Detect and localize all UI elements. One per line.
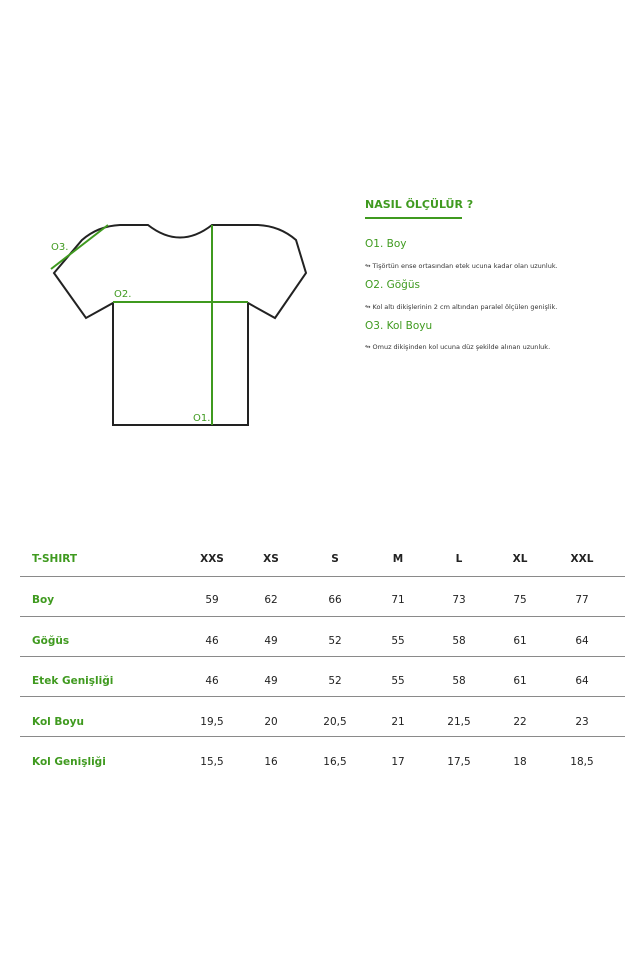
table-cell: 21,5 — [447, 715, 471, 728]
table-cell: 55 — [391, 634, 405, 647]
table-cell: 22 — [513, 715, 527, 728]
step-title-kol-boyu: O3. Kol Boyu — [365, 320, 433, 332]
size-header: XXL — [570, 553, 594, 565]
table-header-label: T-SHIRT — [32, 553, 78, 565]
table-cell: 58 — [452, 675, 466, 687]
table-cell: 66 — [328, 594, 342, 606]
table-cell: 17 — [391, 756, 405, 768]
table-cell: 21 — [391, 715, 405, 728]
label-o2: O2. — [114, 289, 131, 300]
table-divider — [20, 656, 625, 657]
table-cell: 16,5 — [323, 756, 347, 768]
table-cell: 73 — [452, 594, 466, 606]
table-cell: 17,5 — [447, 756, 471, 768]
table-cell: 46 — [205, 634, 219, 647]
table-cell: 55 — [391, 675, 405, 687]
table-divider — [20, 576, 625, 577]
table-cell: 62 — [264, 594, 278, 606]
table-cell: 15,5 — [200, 756, 224, 768]
row-label: Kol Boyu — [32, 715, 84, 728]
table-cell: 18,5 — [570, 756, 594, 768]
step-desc-kol-boyu: ↬ Omuz dikişinden kol ucuna düz şekilde … — [365, 343, 551, 351]
table-cell: 75 — [513, 594, 527, 606]
table-cell: 49 — [264, 634, 278, 647]
size-header: M — [392, 553, 404, 565]
measure-line-o3 — [50, 224, 109, 270]
tshirt-diagram: O1. O2. O3. — [50, 224, 308, 426]
step-desc-gogus: ↬ Kol altı dikişlerinin 2 cm altından pa… — [365, 303, 558, 311]
howto-title: NASIL ÖLÇÜLÜR ? — [365, 198, 474, 211]
table-cell: 61 — [513, 675, 527, 687]
table-cell: 71 — [391, 594, 405, 606]
table-cell: 77 — [575, 594, 589, 606]
table-cell: 59 — [205, 594, 219, 606]
table-cell: 23 — [575, 715, 589, 728]
table-cell: 64 — [575, 675, 589, 687]
row-label: Boy — [32, 594, 55, 606]
table-cell: 61 — [513, 634, 527, 647]
table-divider — [20, 736, 625, 737]
label-o1: O1. — [193, 413, 210, 424]
table-cell: 49 — [264, 675, 278, 687]
howto-underline — [365, 217, 462, 219]
row-label: Kol Genişliği — [32, 756, 106, 768]
step-title-gogus: O2. Göğüs — [365, 279, 420, 291]
table-cell: 18 — [513, 756, 527, 768]
table-cell: 16 — [264, 756, 278, 768]
table-cell: 46 — [205, 675, 219, 687]
size-header: XS — [263, 553, 279, 565]
table-cell: 64 — [575, 634, 589, 647]
step-title-boy: O1. Boy — [365, 238, 407, 250]
step-desc-boy: ↬ Tişörtün ense ortasından etek ucuna ka… — [365, 262, 558, 270]
table-divider — [20, 696, 625, 697]
table-cell: 52 — [328, 675, 342, 687]
size-header: L — [455, 553, 463, 565]
size-header: S — [331, 553, 339, 565]
label-o3: O3. — [51, 242, 68, 253]
table-cell: 58 — [452, 634, 466, 647]
table-cell: 20 — [264, 715, 278, 728]
row-label: Etek Genişliği — [32, 675, 114, 687]
row-label: Göğüs — [32, 634, 70, 647]
table-cell: 20,5 — [323, 715, 347, 728]
table-cell: 52 — [328, 634, 342, 647]
table-cell: 19,5 — [200, 715, 224, 728]
tshirt-outline — [52, 224, 308, 426]
table-divider — [20, 616, 625, 617]
size-header: XXS — [200, 553, 224, 565]
size-header: XL — [512, 553, 528, 565]
